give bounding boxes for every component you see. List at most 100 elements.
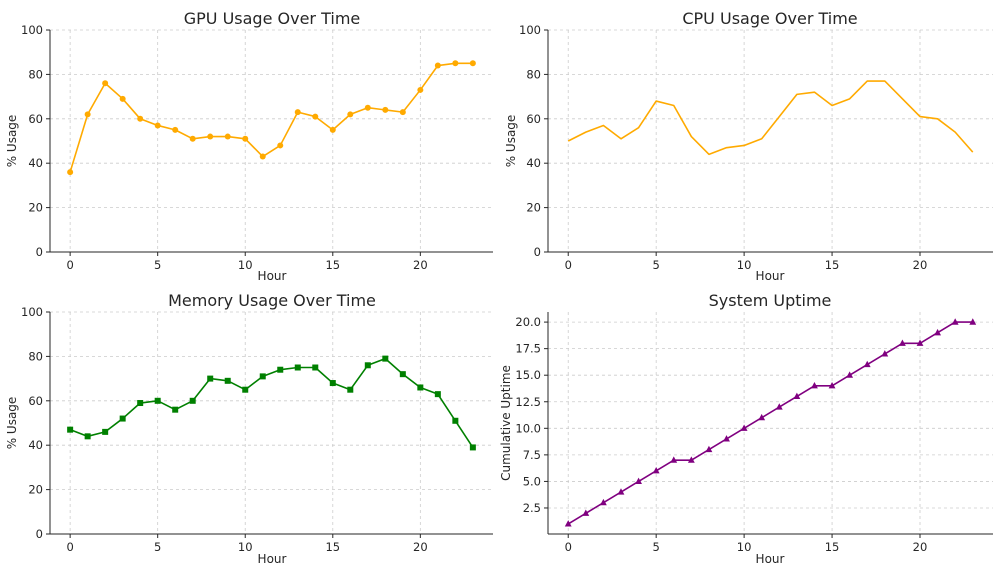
y-tick-label: 100 [519,23,541,37]
data-point [434,391,441,398]
data-point [119,95,126,102]
series-line [567,80,974,156]
y-tick-label: 40 [28,438,43,452]
y-tick-label: 12.5 [515,395,541,409]
y-axis-label: % Usage [504,115,518,168]
data-point [364,104,371,111]
y-tick-label: 0 [36,245,43,259]
series-line [69,62,473,173]
x-tick-label: 0 [565,258,572,272]
y-tick-label: 2.5 [523,501,541,515]
chart-title: System Uptime [709,291,832,310]
x-axis-label: Hour [756,552,785,566]
data-point [67,169,74,176]
data-point [617,488,625,495]
data-point [207,133,214,140]
data-point [740,424,748,431]
y-axis-label: Cumulative Uptime [499,365,513,481]
x-tick-label: 15 [325,258,340,272]
data-point [934,328,941,336]
data-point [294,364,301,371]
data-point [242,135,249,142]
data-point [652,466,660,474]
data-point [102,428,109,435]
data-point [224,377,231,384]
y-tick-label: 80 [28,349,43,363]
data-point [705,445,713,453]
data-point [119,415,126,422]
data-point [224,133,231,140]
chart-title: CPU Usage Over Time [682,9,857,28]
data-point [207,375,214,382]
data-point [469,444,476,451]
data-point [399,109,406,116]
data-point [294,109,301,116]
y-tick-label: 20 [28,201,43,215]
data-point [951,318,959,325]
data-point [452,417,459,424]
data-point [189,135,196,142]
x-tick-label: 0 [66,540,73,554]
data-point [758,413,766,421]
data-point [564,520,572,527]
data-point [881,350,889,357]
y-tick-label: 7.5 [523,448,541,462]
data-point [312,113,319,120]
y-tick-label: 40 [526,156,541,170]
y-tick-label: 40 [28,156,43,170]
chart-title: Memory Usage Over Time [168,291,376,310]
y-tick-label: 60 [526,112,541,126]
data-point [793,392,801,400]
x-tick-label: 15 [825,258,840,272]
data-point [469,60,476,67]
data-point [84,111,91,118]
grid [548,312,993,534]
y-tick-label: 10.0 [515,421,541,435]
y-tick-label: 100 [21,23,43,37]
data-point [259,373,266,380]
data-point [775,403,783,410]
y-tick-label: 20 [526,201,541,215]
y-axis-label: % Usage [5,115,19,168]
x-tick-label: 20 [913,540,928,554]
data-point [863,360,871,368]
data-point [582,509,590,516]
y-tick-label: 5.0 [523,474,541,488]
data-point [172,406,179,413]
data-point [67,426,74,433]
x-tick-label: 20 [413,258,428,272]
data-point [189,397,196,404]
x-tick-label: 15 [825,540,840,554]
data-point [137,115,144,122]
data-point [137,400,144,407]
data-point [347,386,354,393]
data-point [899,339,906,346]
data-point [312,364,319,371]
data-point [277,142,284,149]
data-point [670,456,678,463]
data-point [329,126,336,133]
data-point [687,456,695,463]
y-tick-label: 0 [36,527,43,541]
x-tick-label: 0 [66,258,73,272]
data-point [347,111,354,118]
y-tick-label: 20 [28,483,43,497]
x-axis-label: Hour [258,269,287,283]
data-point [382,106,389,113]
data-point [84,433,91,440]
data-point [828,382,836,389]
data-point [969,318,977,325]
series-line [567,321,973,525]
x-tick-label: 0 [565,540,572,554]
x-tick-label: 5 [653,540,660,554]
data-point [329,380,336,387]
data-point [382,355,389,362]
system-uptime-chart: System Uptime Hour Cumulative Uptime 0 5 1… [499,291,993,566]
data-point [399,371,406,378]
data-point [434,62,441,69]
x-axis-label: Hour [258,552,287,566]
data-point [635,477,642,485]
x-tick-label: 5 [154,540,161,554]
grid [50,29,493,253]
